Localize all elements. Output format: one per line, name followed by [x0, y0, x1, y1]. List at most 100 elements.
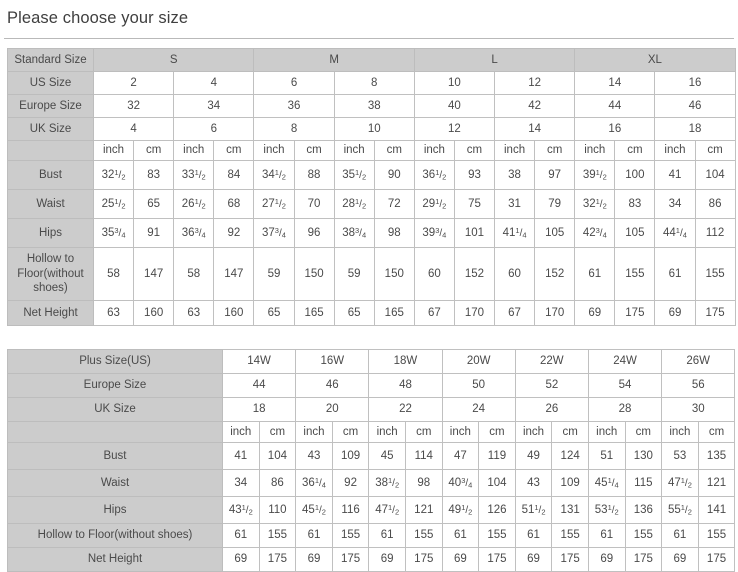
measure-cell: 104: [258, 442, 297, 470]
plus-size-cell: 26W: [661, 349, 736, 374]
measure-cell: 471/2: [661, 469, 699, 497]
measure-cell: 65: [333, 300, 375, 326]
measure-cell: 88: [293, 160, 335, 190]
measure-cell: 53: [661, 442, 699, 470]
measure-cell: 59: [333, 247, 375, 301]
measure-cell: 58: [173, 247, 215, 301]
table-row: Standard Size S M L XL: [7, 48, 736, 72]
measure-cell: 165: [293, 300, 335, 326]
uk-size-cell: 4: [92, 117, 175, 141]
row-label-hollow-to-floor: Hollow to Floor(without shoes): [7, 523, 223, 548]
measure-cell: 393/4: [413, 218, 455, 248]
measure-cell: 175: [624, 547, 663, 572]
unit-cell: inch: [222, 421, 260, 443]
measure-cell: 100: [614, 160, 656, 190]
standard-size-table: Standard Size S M L XL US Size 2 4 6 8 1…: [7, 48, 736, 326]
unit-cell: inch: [587, 421, 626, 443]
measure-cell: 63: [173, 300, 215, 326]
measure-cell: 90: [373, 160, 415, 190]
uk-size-cell: 14: [494, 117, 576, 141]
measure-cell: 61: [574, 247, 616, 301]
measure-cell: 155: [614, 247, 656, 301]
measure-cell: 281/2: [333, 189, 375, 219]
measure-cell: 135: [697, 442, 736, 470]
table-row: UK Size 4 6 8 10 12 14 16 18: [7, 117, 736, 141]
europe-size-cell: 40: [413, 94, 496, 118]
unit-cell: inch: [333, 140, 375, 161]
measure-cell: 271/2: [253, 189, 295, 219]
measure-cell: 61: [514, 523, 553, 548]
uk-size-cell: 22: [368, 397, 443, 422]
measure-cell: 61: [654, 247, 696, 301]
plus-table-body: Plus Size(US) 14W 16W 18W 20W 22W 24W 26…: [7, 349, 736, 572]
measure-cell: 49: [514, 442, 553, 470]
measure-cell: 175: [697, 547, 736, 572]
measure-cell: 155: [258, 523, 297, 548]
measure-cell: 175: [404, 547, 443, 572]
europe-size-cell: 32: [92, 94, 175, 118]
table-row: US Size 2 4 6 8 10 12 14 16: [7, 71, 736, 95]
measure-cell: 67: [413, 300, 455, 326]
plus-size-cell: 24W: [587, 349, 663, 374]
measure-cell: 383/4: [333, 218, 375, 248]
table-row: Bust 321/2 83 331/2 84 341/2 88 351/2 90…: [7, 160, 736, 190]
measure-cell: 61: [295, 523, 333, 548]
measure-cell: 110: [258, 496, 297, 524]
us-size-cell: 16: [654, 71, 736, 95]
uk-size-cell: 24: [441, 397, 516, 422]
unit-cell: inch: [253, 140, 295, 161]
row-label-unit-blank: [7, 140, 94, 161]
measure-cell: 58: [92, 247, 135, 301]
unit-cell: cm: [293, 140, 335, 161]
measure-cell: 101: [453, 218, 496, 248]
measure-cell: 47: [441, 442, 480, 470]
measure-cell: 551/2: [661, 496, 699, 524]
measure-cell: 97: [534, 160, 576, 190]
row-label-hips: Hips: [7, 218, 94, 248]
measure-cell: 38: [494, 160, 536, 190]
unit-cell: cm: [534, 140, 576, 161]
measure-cell: 321/2: [574, 189, 616, 219]
us-size-cell: 10: [413, 71, 496, 95]
europe-size-cell: 50: [441, 373, 516, 398]
unit-cell: inch: [441, 421, 480, 443]
plus-size-cell: 16W: [295, 349, 370, 374]
measure-cell: 65: [253, 300, 295, 326]
measure-cell: 155: [478, 523, 516, 548]
measure-cell: 34: [222, 469, 260, 497]
unit-cell: inch: [173, 140, 215, 161]
europe-size-cell: 44: [221, 373, 297, 398]
unit-cell: cm: [213, 140, 255, 161]
uk-size-cell: 10: [333, 117, 415, 141]
uk-size-cell: 8: [253, 117, 335, 141]
unit-cell: inch: [494, 140, 536, 161]
size-group-cell: S: [92, 48, 255, 72]
measure-cell: 155: [551, 523, 589, 548]
measure-cell: 531/2: [587, 496, 626, 524]
measure-cell: 131: [551, 496, 589, 524]
unit-cell: inch: [413, 140, 455, 161]
measure-cell: 175: [614, 300, 656, 326]
measure-cell: 353/4: [92, 218, 135, 248]
europe-size-cell: 34: [173, 94, 255, 118]
measure-cell: 109: [551, 469, 589, 497]
unit-cell: cm: [453, 140, 496, 161]
measure-cell: 351/2: [333, 160, 375, 190]
plus-size-table: Plus Size(US) 14W 16W 18W 20W 22W 24W 26…: [7, 349, 736, 572]
plus-size-cell: 20W: [441, 349, 516, 374]
uk-size-cell: 16: [574, 117, 656, 141]
measure-cell: 83: [133, 160, 175, 190]
measure-cell: 115: [624, 469, 663, 497]
measure-cell: 136: [624, 496, 663, 524]
unit-cell: cm: [697, 421, 736, 443]
measure-cell: 431/2: [222, 496, 260, 524]
us-size-cell: 6: [253, 71, 335, 95]
unit-cell: cm: [614, 140, 656, 161]
uk-size-cell: 6: [173, 117, 255, 141]
measure-cell: 69: [661, 547, 699, 572]
measure-cell: 65: [133, 189, 175, 219]
measure-cell: 363/4: [173, 218, 215, 248]
measure-cell: 51: [587, 442, 626, 470]
measure-cell: 175: [331, 547, 370, 572]
unit-cell: inch: [654, 140, 696, 161]
